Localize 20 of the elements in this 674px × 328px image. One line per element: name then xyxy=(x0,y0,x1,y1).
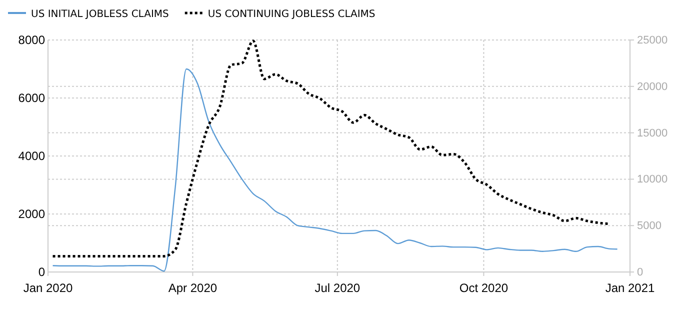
y-tick-label: 0 xyxy=(38,264,46,279)
y-tick-label: 6000 xyxy=(18,90,46,105)
x-tick-label: Oct 2020 xyxy=(459,281,508,296)
legend-label: US INITIAL JOBLESS CLAIMS xyxy=(31,9,169,20)
y-tick-label: 4000 xyxy=(18,148,46,163)
y-tick-label: 2000 xyxy=(18,206,46,221)
y2-tick-label: 0 xyxy=(637,266,644,279)
x-tick-label: Apr 2020 xyxy=(168,281,218,296)
x-tick-label: Jul 2020 xyxy=(314,281,360,296)
y2-tick-label: 15000 xyxy=(637,127,668,140)
line-series xyxy=(52,40,609,258)
x-tick-label: Jan 2021 xyxy=(605,281,656,296)
y2-tick-label: 25000 xyxy=(637,34,668,47)
y2-tick-label: 20000 xyxy=(637,80,668,93)
line-series xyxy=(52,68,618,272)
legend-label: US CONTINUING JOBLESS CLAIMS xyxy=(208,9,376,20)
y-tick-label: 8000 xyxy=(18,32,46,47)
y2-tick-label: 10000 xyxy=(637,174,668,186)
x-tick-label: Jan 2020 xyxy=(23,281,74,296)
y2-tick-label: 5000 xyxy=(637,220,662,232)
